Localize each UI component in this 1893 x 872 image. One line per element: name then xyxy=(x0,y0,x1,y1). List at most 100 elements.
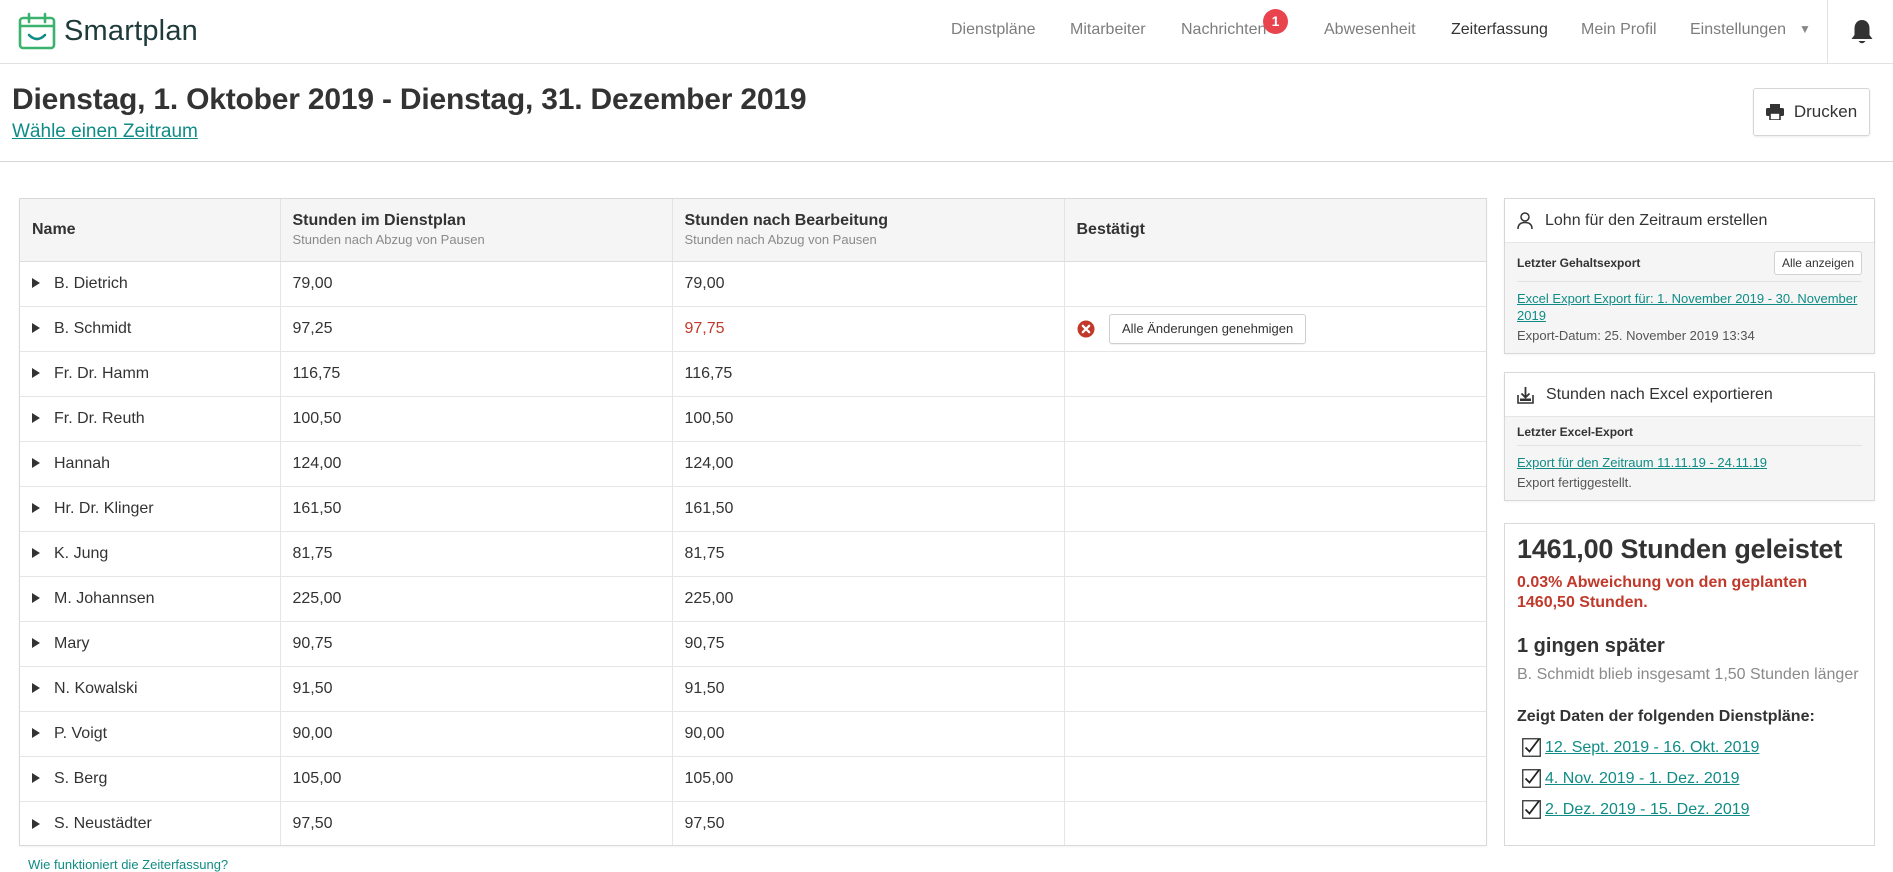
export-status: Export fertiggestellt. xyxy=(1517,475,1632,490)
table-row[interactable]: K. Jung 81,75 81,75 xyxy=(20,531,1486,577)
table-row[interactable]: Mary 90,75 90,75 xyxy=(20,621,1486,667)
table-row[interactable]: N. Kowalski 91,50 91,50 xyxy=(20,666,1486,712)
column-subheader: Stunden nach Abzug von Pausen xyxy=(684,232,877,248)
expand-triangle-icon[interactable] xyxy=(32,818,40,829)
checkbox-checked-icon[interactable] xyxy=(1522,769,1541,788)
confirmed-cell xyxy=(1064,801,1486,845)
payroll-panel-title: Lohn für den Zeitraum erstellen xyxy=(1545,211,1768,229)
top-navigation-bar: Smartplan Dienstpläne Mitarbeiter Nachri… xyxy=(0,0,1893,64)
table-row[interactable]: B. Dietrich 79,00 79,00 xyxy=(20,261,1486,307)
excel-panel-header[interactable]: Stunden nach Excel exportieren xyxy=(1505,373,1874,417)
reject-x-icon[interactable] xyxy=(1077,320,1095,338)
expand-triangle-icon[interactable] xyxy=(32,503,40,514)
nav-item-zeiterfassung[interactable]: Zeiterfassung xyxy=(1451,21,1548,38)
expand-triangle-icon[interactable] xyxy=(32,323,40,334)
edited-hours: 124,00 xyxy=(672,441,1065,487)
column-subheader: Stunden nach Abzug von Pausen xyxy=(292,232,485,248)
help-link[interactable]: Wie funktioniert die Zeiterfassung? xyxy=(28,857,229,872)
show-all-button[interactable]: Alle anzeigen xyxy=(1773,251,1862,275)
edited-hours: 225,00 xyxy=(672,576,1065,622)
column-header-name: Name xyxy=(20,199,281,262)
employee-name: Hannah xyxy=(54,454,111,472)
employee-name: Fr. Dr. Hamm xyxy=(54,364,150,382)
planned-hours: 81,75 xyxy=(280,531,673,577)
edited-hours: 90,00 xyxy=(672,711,1065,757)
edited-hours: 97,50 xyxy=(672,801,1065,845)
table-row[interactable]: Fr. Dr. Reuth 100,50 100,50 xyxy=(20,396,1486,442)
confirmed-cell xyxy=(1064,486,1486,532)
divider xyxy=(0,161,1893,162)
nav-item-dienstplaene[interactable]: Dienstpläne xyxy=(951,21,1036,38)
expand-triangle-icon[interactable] xyxy=(32,683,40,694)
employee-name: M. Johannsen xyxy=(54,589,155,607)
main-nav: Dienstpläne Mitarbeiter Nachrichten 1 Ab… xyxy=(0,0,1893,64)
checkbox-checked-icon[interactable] xyxy=(1522,800,1541,819)
expand-triangle-icon[interactable] xyxy=(32,413,40,424)
edited-hours: 79,00 xyxy=(672,261,1065,307)
plan-item[interactable]: 2. Dez. 2019 - 15. Dez. 2019 xyxy=(1522,800,1862,819)
payroll-panel: Lohn für den Zeitraum erstellen Letzter … xyxy=(1504,198,1875,354)
table-row[interactable]: Hr. Dr. Klinger 161,50 161,50 xyxy=(20,486,1486,532)
bell-icon[interactable] xyxy=(1849,18,1875,46)
confirmed-cell xyxy=(1064,396,1486,442)
planned-hours: 91,50 xyxy=(280,666,673,712)
table-row[interactable]: B. Schmidt 97,25 97,75 Alle Änderungen g… xyxy=(20,306,1486,352)
last-excel-export-label: Letzter Excel-Export xyxy=(1517,425,1634,439)
table-row[interactable]: S. Berg 105,00 105,00 xyxy=(20,756,1486,802)
table-row[interactable]: S. Neustädter 97,50 97,50 xyxy=(20,801,1486,845)
plan-item[interactable]: 4. Nov. 2019 - 1. Dez. 2019 xyxy=(1522,769,1862,788)
nav-item-einstellungen[interactable]: Einstellungen xyxy=(1690,21,1787,38)
plan-item[interactable]: 12. Sept. 2019 - 16. Okt. 2019 xyxy=(1522,738,1862,757)
export-date: Export-Datum: 25. November 2019 13:34 xyxy=(1517,328,1755,343)
employee-name: Hr. Dr. Klinger xyxy=(54,499,154,517)
edited-hours: 161,50 xyxy=(672,486,1065,532)
confirmed-cell xyxy=(1064,711,1486,757)
excel-export-panel: Stunden nach Excel exportieren Letzter E… xyxy=(1504,372,1875,501)
chevron-down-icon[interactable]: ▼ xyxy=(1799,22,1811,36)
plans-title: Zeigt Daten der folgenden Dienstpläne: xyxy=(1517,708,1815,725)
plan-link[interactable]: 2. Dez. 2019 - 15. Dez. 2019 xyxy=(1545,800,1750,818)
expand-triangle-icon[interactable] xyxy=(32,593,40,604)
expand-triangle-icon[interactable] xyxy=(32,728,40,739)
plan-link[interactable]: 12. Sept. 2019 - 16. Okt. 2019 xyxy=(1545,738,1760,756)
print-button-label: Drucken xyxy=(1793,102,1858,121)
table-row[interactable]: Fr. Dr. Hamm 116,75 116,75 xyxy=(20,351,1486,397)
approve-all-changes-button[interactable]: Alle Änderungen genehmigen xyxy=(1108,313,1307,344)
employee-name: P. Voigt xyxy=(54,724,108,742)
app-name: Smartplan xyxy=(64,14,198,47)
last-payroll-export-link[interactable]: Excel Export Export für: 1. November 201… xyxy=(1517,291,1858,323)
expand-triangle-icon[interactable] xyxy=(32,278,40,289)
app-logo[interactable]: Smartplan xyxy=(18,12,198,50)
expand-triangle-icon[interactable] xyxy=(32,458,40,469)
nav-item-abwesenheit[interactable]: Abwesenheit xyxy=(1324,21,1416,38)
excel-panel-body: Letzter Excel-Export Export für den Zeit… xyxy=(1505,417,1874,500)
table-header-row: Name Stunden im Dienstplan Stunden nach … xyxy=(20,199,1486,262)
planned-hours: 161,50 xyxy=(280,486,673,532)
column-header-confirmed: Bestätigt xyxy=(1064,199,1486,262)
employee-name: S. Berg xyxy=(54,769,108,787)
confirmed-cell xyxy=(1064,261,1486,307)
last-excel-export-link[interactable]: Export für den Zeitraum 11.11.19 - 24.11… xyxy=(1517,455,1768,470)
plan-link[interactable]: 4. Nov. 2019 - 1. Dez. 2019 xyxy=(1545,769,1740,787)
expand-triangle-icon[interactable] xyxy=(32,548,40,559)
checkbox-checked-icon[interactable] xyxy=(1522,738,1541,757)
payroll-panel-header[interactable]: Lohn für den Zeitraum erstellen xyxy=(1505,199,1874,243)
nav-item-mitarbeiter[interactable]: Mitarbeiter xyxy=(1070,21,1146,38)
print-button[interactable]: Drucken xyxy=(1753,88,1870,136)
edited-hours: 100,50 xyxy=(672,396,1065,442)
late-count: 1 gingen später xyxy=(1517,635,1665,657)
nav-item-mein-profil[interactable]: Mein Profil xyxy=(1581,21,1657,38)
table-row[interactable]: M. Johannsen 225,00 225,00 xyxy=(20,576,1486,622)
printer-icon xyxy=(1765,104,1784,120)
column-header-planned: Stunden im Dienstplan Stunden nach Abzug… xyxy=(280,199,673,262)
expand-triangle-icon[interactable] xyxy=(32,638,40,649)
edited-hours: 105,00 xyxy=(672,756,1065,802)
expand-triangle-icon[interactable] xyxy=(32,773,40,784)
confirmed-cell xyxy=(1064,531,1486,577)
choose-period-link[interactable]: Wähle einen Zeitraum xyxy=(12,121,198,142)
nav-item-nachrichten[interactable]: Nachrichten xyxy=(1181,21,1267,38)
table-row[interactable]: Hannah 124,00 124,00 xyxy=(20,441,1486,487)
employee-name: N. Kowalski xyxy=(54,679,138,697)
expand-triangle-icon[interactable] xyxy=(32,368,40,379)
table-row[interactable]: P. Voigt 90,00 90,00 xyxy=(20,711,1486,757)
